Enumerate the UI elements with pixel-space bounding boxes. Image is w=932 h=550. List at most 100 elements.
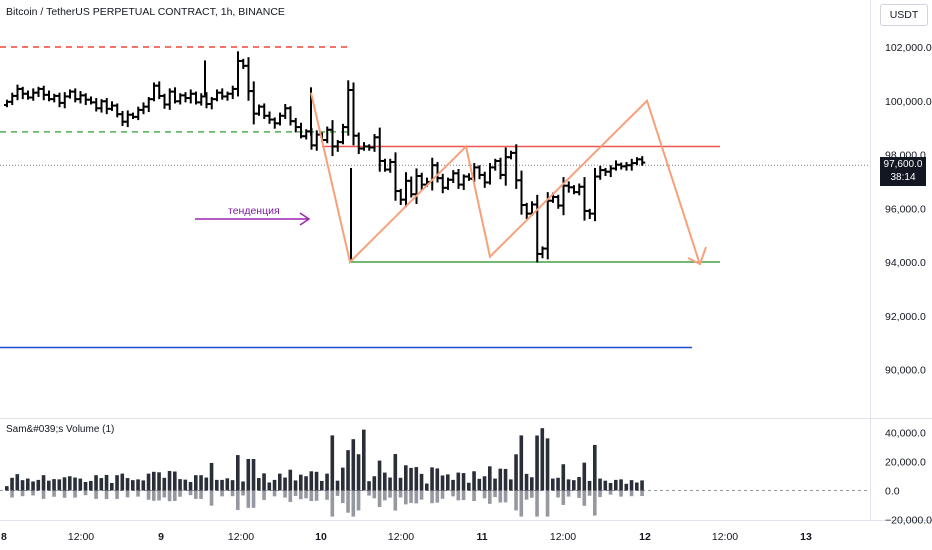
projection-arrowhead <box>687 246 707 266</box>
currency-button[interactable]: USDT <box>880 4 928 26</box>
volume-bar-negative <box>115 490 119 499</box>
time-axis-tick-label: 12:00 <box>68 531 94 543</box>
volume-bar <box>435 468 440 491</box>
volume-bar-negative <box>472 490 476 502</box>
volume-bar-negative <box>209 490 214 506</box>
volume-bar-negative <box>493 490 497 498</box>
price-bar <box>592 167 598 222</box>
price-bar <box>130 112 136 120</box>
volume-bar <box>561 464 566 491</box>
volume-bar <box>388 477 392 491</box>
volume-bar <box>514 454 518 491</box>
price-bar <box>124 110 131 128</box>
price-bar <box>487 163 493 185</box>
volume-bar <box>278 473 282 491</box>
volume-bar <box>524 473 529 491</box>
price-bar <box>109 101 115 111</box>
volume-bar <box>325 473 329 491</box>
volume-bar <box>593 444 597 491</box>
trend-arrow-head <box>299 212 311 226</box>
volume-bar-negative <box>419 490 424 500</box>
volume-bar <box>530 477 534 491</box>
price-bar <box>4 99 10 108</box>
price-bar <box>392 152 399 201</box>
volume-bar <box>73 477 77 491</box>
price-bar <box>98 99 105 113</box>
price-bar <box>445 177 451 190</box>
volume-bar <box>304 476 308 491</box>
price-bar <box>508 150 514 160</box>
projection-zigzag <box>310 92 701 265</box>
price-bar <box>140 102 147 115</box>
price-bar <box>586 208 593 219</box>
volume-bar <box>57 479 62 491</box>
volume-bar <box>41 475 46 491</box>
volume-bar-negative <box>535 490 539 517</box>
time-axis-tick-label: 13 <box>800 531 812 543</box>
volume-bar-negative <box>41 490 46 499</box>
price-bar <box>282 103 289 120</box>
volume-bar <box>398 477 403 491</box>
price-axis-tick-label: 92,000.0 <box>885 311 926 323</box>
volume-bar-negative <box>461 490 466 501</box>
price-bar <box>61 92 68 109</box>
volume-bar-negative <box>299 490 303 500</box>
price-bar <box>571 185 577 195</box>
price-bar <box>172 87 178 104</box>
volume-bar-negative <box>309 490 314 502</box>
volume-bar <box>608 483 613 491</box>
volume-bar-negative <box>488 490 492 504</box>
price-bar <box>513 144 520 189</box>
volume-bar-negative <box>593 490 597 516</box>
volume-bar-negative <box>629 490 634 497</box>
price-bar <box>387 158 394 173</box>
volume-bar-negative <box>388 490 392 498</box>
volume-bar-negative <box>398 490 403 498</box>
volume-bar <box>183 479 188 491</box>
volume-bar <box>414 467 419 491</box>
volume-bar <box>199 475 203 491</box>
volume-bar <box>246 459 251 491</box>
volume-bar <box>582 462 587 491</box>
price-bar <box>292 117 299 133</box>
volume-bar-negative <box>62 490 67 498</box>
price-bar <box>313 130 320 151</box>
volume-bar <box>577 477 581 491</box>
volume-bar-negative <box>236 490 240 510</box>
volume-bar <box>461 473 466 491</box>
volume-bar-negative <box>194 490 198 499</box>
price-bar <box>298 122 304 139</box>
price-bar <box>161 93 168 109</box>
volume-bar <box>173 471 177 491</box>
volume-bar <box>545 438 550 491</box>
volume-bar-negative <box>246 490 251 508</box>
volume-bar-negative <box>545 490 550 517</box>
price-pane[interactable] <box>0 46 870 349</box>
price-bar <box>235 51 241 97</box>
price-bar <box>618 162 625 170</box>
price-bar <box>145 96 152 113</box>
price-bar <box>229 85 236 100</box>
volume-bar <box>89 480 93 491</box>
volume-bar <box>624 483 629 491</box>
volume-bar <box>209 462 214 491</box>
price-bar <box>439 173 446 194</box>
volume-bar <box>20 480 25 491</box>
volume-bar <box>104 474 109 491</box>
volume-bar-negative <box>167 490 172 502</box>
price-bar <box>455 169 462 189</box>
volume-bar <box>377 460 382 491</box>
volume-bar <box>230 480 235 491</box>
chart-title: Bitcoin / TetherUS PERPETUAL CONTRACT, 1… <box>6 6 285 18</box>
price-bar <box>266 111 273 124</box>
volume-bar-negative <box>146 490 151 500</box>
price-bar <box>256 104 262 116</box>
volume-bar <box>587 480 592 491</box>
volume-pane[interactable] <box>0 428 870 517</box>
volume-bar <box>146 473 151 491</box>
price-bar <box>555 194 562 209</box>
volume-bar-negative <box>598 490 602 498</box>
volume-bar <box>99 478 104 491</box>
price-bar <box>119 110 126 127</box>
